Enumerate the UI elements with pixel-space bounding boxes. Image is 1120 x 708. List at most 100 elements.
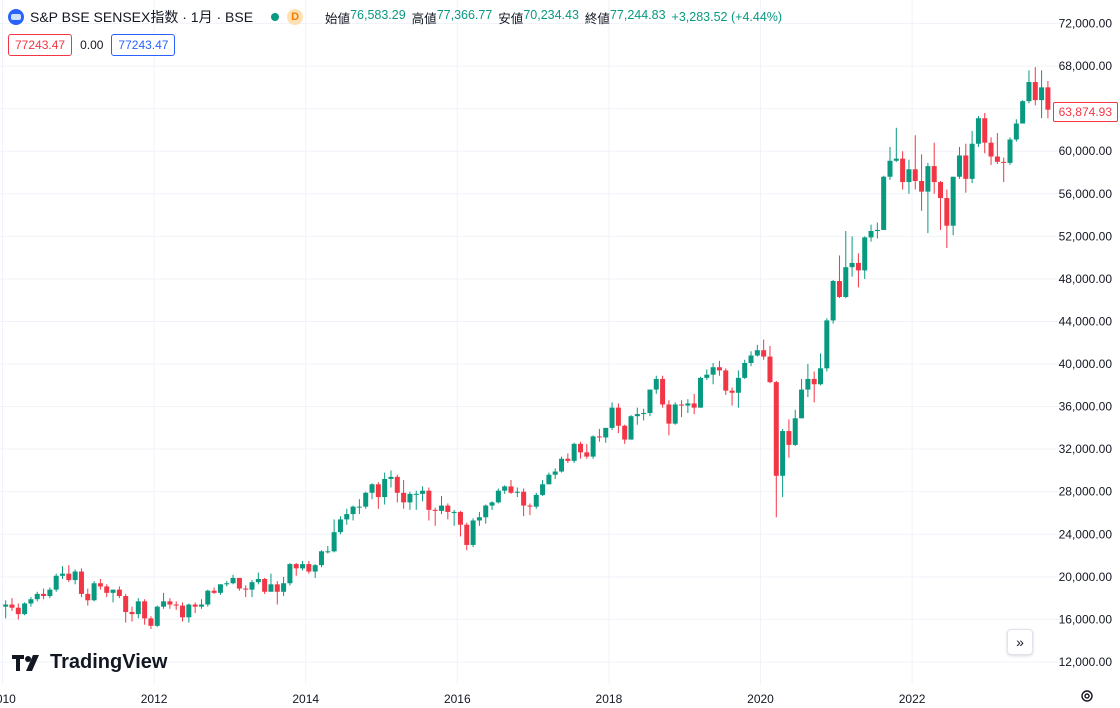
candle-body bbox=[268, 584, 274, 592]
candle-body bbox=[963, 155, 969, 179]
candle bbox=[388, 470, 394, 488]
candle-body bbox=[22, 603, 28, 615]
candle-body bbox=[944, 198, 950, 226]
y-tick-label: 16,000.00 bbox=[1059, 612, 1113, 626]
candle-body bbox=[836, 281, 842, 297]
candle bbox=[60, 566, 66, 579]
candle bbox=[451, 509, 457, 526]
candle-body bbox=[350, 506, 356, 515]
candle bbox=[514, 487, 520, 498]
watermark-text: TradingView bbox=[50, 651, 168, 673]
candle bbox=[502, 485, 508, 494]
candle-body bbox=[931, 166, 937, 183]
high-label: 高値 bbox=[411, 11, 437, 26]
candle bbox=[47, 587, 53, 599]
candle-body bbox=[1026, 82, 1032, 102]
candle-body bbox=[956, 155, 962, 177]
indicator-left-value[interactable]: 77243.47 bbox=[8, 34, 73, 56]
candle-body bbox=[407, 493, 413, 503]
candle-body bbox=[748, 355, 754, 363]
chart-settings-button[interactable] bbox=[1079, 688, 1095, 704]
candle-body bbox=[198, 604, 204, 607]
candle bbox=[1032, 67, 1038, 106]
candle bbox=[243, 585, 249, 598]
candle-body bbox=[988, 142, 994, 157]
candle-body bbox=[559, 458, 565, 472]
scroll-to-realtime-button[interactable]: » bbox=[1007, 629, 1033, 655]
candle-body bbox=[142, 601, 148, 619]
candle bbox=[672, 402, 678, 425]
candle bbox=[457, 510, 463, 537]
candle bbox=[104, 584, 110, 598]
candle-body bbox=[1039, 87, 1045, 101]
candle-body bbox=[584, 452, 590, 457]
candle-body bbox=[691, 403, 697, 408]
candle bbox=[691, 393, 697, 415]
candle-body bbox=[596, 436, 602, 438]
candle bbox=[306, 560, 312, 574]
candle bbox=[439, 495, 445, 515]
indicator-right-value[interactable]: 77243.47 bbox=[111, 34, 176, 56]
candle-body bbox=[767, 356, 773, 383]
candle bbox=[154, 605, 160, 627]
candle bbox=[938, 180, 944, 230]
x-tick-label: 2022 bbox=[899, 692, 926, 706]
candle-body bbox=[660, 378, 666, 405]
candle-body bbox=[104, 586, 110, 593]
candle bbox=[565, 453, 571, 464]
candle-body bbox=[1020, 101, 1026, 124]
candle bbox=[3, 600, 9, 619]
candle-body bbox=[697, 377, 703, 408]
candle bbox=[110, 589, 116, 603]
y-tick-label: 28,000.00 bbox=[1059, 485, 1113, 499]
candle-body bbox=[41, 593, 47, 597]
candle bbox=[300, 560, 306, 571]
tradingview-watermark: TradingView bbox=[12, 651, 167, 674]
candle-body bbox=[9, 604, 15, 608]
candle bbox=[590, 435, 596, 459]
candle bbox=[483, 504, 489, 524]
tradingview-logo-icon bbox=[12, 654, 39, 671]
candle bbox=[666, 400, 672, 436]
candle-body bbox=[552, 471, 558, 475]
candle-body bbox=[344, 514, 350, 520]
candle bbox=[975, 116, 981, 147]
candle bbox=[413, 490, 419, 510]
candle bbox=[470, 518, 476, 548]
candle bbox=[805, 364, 811, 398]
candle-body bbox=[180, 605, 186, 618]
candle bbox=[1007, 137, 1013, 166]
candle bbox=[401, 480, 407, 509]
candle-body bbox=[527, 505, 533, 507]
y-tick-label: 24,000.00 bbox=[1059, 527, 1113, 541]
candle-body bbox=[881, 176, 887, 230]
candle bbox=[862, 236, 868, 279]
candle bbox=[780, 428, 786, 498]
candle bbox=[729, 387, 735, 406]
candle-body bbox=[723, 370, 729, 391]
x-tick-label: 2012 bbox=[141, 692, 168, 706]
candle bbox=[982, 112, 988, 154]
candle bbox=[34, 591, 40, 602]
candle-body bbox=[236, 577, 242, 589]
candle bbox=[382, 472, 388, 505]
candle-body bbox=[432, 509, 438, 511]
candle bbox=[180, 602, 186, 622]
candle bbox=[742, 359, 748, 379]
candle bbox=[420, 486, 426, 502]
candle bbox=[761, 339, 767, 360]
candle-body bbox=[28, 599, 34, 604]
symbol-title[interactable]: S&P BSE SENSEX指数 · 1月 · BSE bbox=[30, 9, 254, 25]
candle-body bbox=[211, 590, 217, 593]
y-tick-label: 20,000.00 bbox=[1059, 570, 1113, 584]
candle-body bbox=[805, 378, 811, 390]
delayed-data-badge[interactable]: D bbox=[287, 9, 304, 25]
candle-body bbox=[994, 156, 1000, 162]
symbol-logo-icon bbox=[8, 9, 24, 25]
candle-body bbox=[818, 368, 824, 385]
candlestick-series bbox=[3, 67, 1051, 630]
market-status-indicator[interactable]: D bbox=[269, 8, 305, 26]
candle bbox=[192, 602, 198, 614]
candle bbox=[318, 550, 324, 568]
